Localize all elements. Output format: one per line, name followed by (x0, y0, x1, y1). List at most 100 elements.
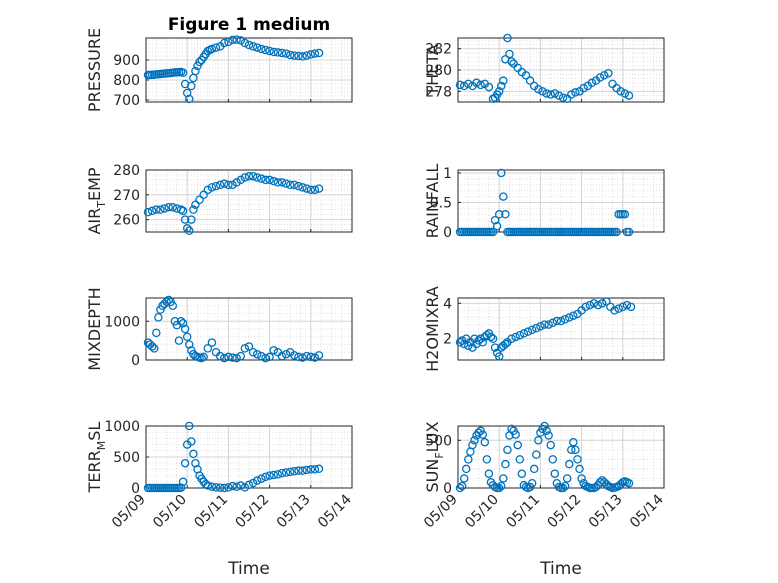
data-point (207, 44, 217, 54)
data-point (294, 51, 303, 61)
data-point (490, 215, 500, 225)
data-point (257, 174, 266, 183)
axes-box (145, 297, 353, 361)
data-point (178, 206, 188, 216)
data-point (244, 40, 254, 50)
subplot-pressure: 700 800 900 PRESSURE Figure 1 medium (85, 15, 353, 112)
data-point (154, 313, 163, 322)
y-tick-label: 800 (113, 73, 140, 89)
data-point (470, 334, 479, 343)
axes-box (145, 37, 353, 103)
data-point (501, 210, 510, 219)
data-point (532, 323, 541, 333)
data-point (176, 316, 186, 326)
data-point (273, 48, 283, 57)
data-point (228, 180, 237, 190)
data-point (187, 437, 196, 446)
y-tick-label: 0 (443, 481, 452, 497)
data-point (224, 483, 233, 492)
data-point (281, 179, 291, 188)
data-point (285, 50, 295, 60)
data-point (285, 467, 295, 477)
data-point (187, 215, 196, 224)
data-point (521, 71, 531, 80)
data-point (240, 483, 250, 492)
data-point (269, 346, 278, 355)
data-point (290, 180, 299, 190)
data-point (248, 478, 258, 488)
data-point (168, 301, 178, 310)
data-point (248, 42, 258, 51)
data-point (542, 89, 551, 98)
data-point (232, 482, 241, 492)
y-tick-label: 1000 (104, 419, 140, 435)
data-point (224, 180, 233, 190)
data-point (523, 327, 533, 336)
data-point (593, 300, 603, 310)
data-point (220, 353, 229, 363)
y-tick-label: 260 (113, 213, 140, 229)
axes-box (145, 169, 353, 233)
data-point (143, 207, 153, 217)
data-point (228, 353, 237, 362)
data-point (290, 51, 299, 60)
data-point (269, 176, 278, 186)
data-point (265, 471, 274, 480)
data-point (616, 87, 625, 96)
data-point (306, 185, 316, 195)
data-point (620, 210, 630, 219)
data-point (571, 88, 580, 97)
y-tick-label: 0.5 (430, 195, 452, 211)
data-point (178, 68, 188, 78)
data-point (507, 334, 516, 343)
data-point (199, 352, 208, 362)
data-point (281, 468, 291, 477)
data-point (455, 483, 465, 493)
data-point (507, 57, 516, 66)
y-axis-label: SUNFLUX (423, 421, 446, 492)
data-point (232, 353, 241, 363)
data-point (459, 81, 469, 91)
x-tick-label: 05/14 (315, 491, 355, 531)
data-point (302, 51, 311, 60)
data-point (618, 302, 628, 312)
x-tick-label: 05/12 (545, 492, 585, 532)
data-point (224, 37, 233, 47)
data-point (152, 205, 161, 214)
data-point (265, 352, 274, 362)
data-point (252, 173, 262, 182)
data-point (189, 449, 198, 459)
x-axis-label: Time (539, 559, 582, 579)
data-point (185, 421, 194, 431)
y-axis-label: THETA (423, 44, 442, 96)
data-point (624, 91, 634, 100)
y-tick-label: 1000 (104, 314, 140, 330)
data-point (228, 481, 237, 491)
data-point (220, 483, 229, 493)
data-point (614, 304, 623, 313)
data-point (604, 68, 613, 78)
y-axis-label: AIRTEMP (85, 167, 108, 234)
data-point (478, 338, 487, 347)
data-point (220, 38, 229, 48)
data-point (569, 437, 578, 447)
y-tick-label: 4 (443, 296, 452, 312)
data-point (257, 474, 266, 483)
data-point (484, 469, 494, 478)
data-point (160, 204, 169, 213)
x-tick-label: 05/10 (150, 492, 190, 532)
data-point (314, 464, 324, 474)
data-point (273, 178, 283, 187)
data-point (564, 313, 574, 322)
data-point (191, 200, 200, 209)
data-point (310, 185, 320, 195)
x-tick-label: 05/09 (421, 492, 461, 532)
data-point (501, 339, 510, 349)
data-point (490, 343, 500, 352)
data-point (189, 205, 198, 214)
data-point (579, 83, 588, 93)
data-point (228, 35, 237, 45)
data-point (527, 478, 537, 488)
